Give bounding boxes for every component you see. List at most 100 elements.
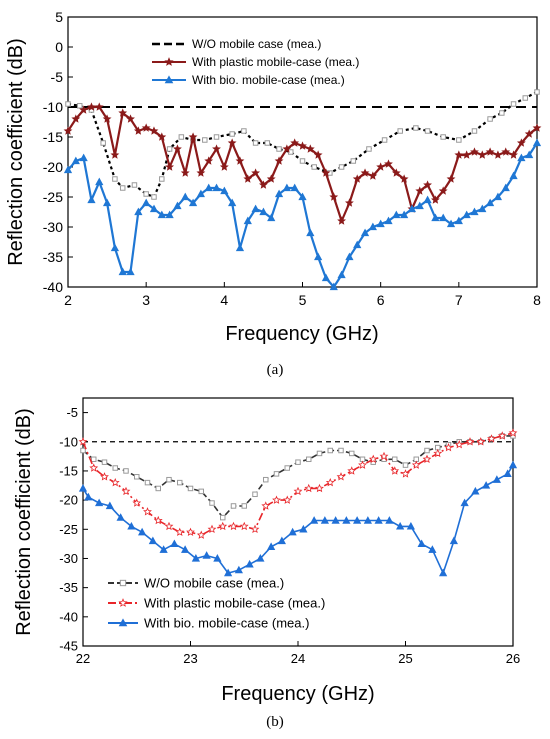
data-point-series-2	[501, 147, 511, 156]
data-point-series-2	[358, 460, 367, 469]
series-line-1	[67, 91, 538, 199]
legend-label-series-3: With bio. mobile-case (mea.)	[192, 73, 345, 87]
data-point-series-2	[102, 114, 112, 123]
data-point-series-3	[385, 516, 394, 524]
data-point-series-3	[181, 545, 190, 553]
data-point-series-1	[264, 140, 271, 146]
data-point-series-1	[397, 128, 403, 134]
data-point-series-1	[202, 137, 208, 143]
legend-marker-series-1	[119, 579, 127, 587]
data-point-series-1	[413, 125, 419, 131]
data-point-series-2	[315, 483, 324, 493]
legend-label-series-1: W/O mobile case (mea.)	[144, 576, 284, 591]
data-point-series-3	[173, 201, 182, 210]
data-point-series-3	[439, 213, 448, 222]
data-point-series-2	[325, 477, 335, 487]
data-point-series-3	[78, 484, 88, 492]
data-point-series-3	[196, 189, 205, 198]
data-point-series-3	[149, 204, 159, 213]
data-point-series-2	[446, 174, 456, 183]
data-point-series-2	[379, 451, 389, 461]
data-point-series-2	[329, 192, 339, 201]
data-point-series-2	[164, 521, 174, 531]
data-point-series-1	[229, 131, 235, 137]
data-point-series-3	[525, 150, 534, 159]
data-point-series-3	[314, 252, 323, 261]
data-point-series-1	[510, 101, 517, 107]
data-point-series-2	[258, 180, 268, 189]
legend-marker-series-2	[118, 598, 128, 607]
data-point-series-2	[251, 168, 261, 177]
y-tick-label: 5	[55, 9, 63, 25]
data-point-series-3	[368, 222, 377, 231]
data-point-series-2	[313, 150, 323, 159]
data-point-series-2	[509, 150, 518, 159]
data-point-series-3	[181, 192, 190, 201]
chart-panel-a: Reflection coefficient (dB) Frequency (G…	[5, 9, 542, 345]
data-point-series-3	[118, 267, 127, 276]
data-point-series-2	[422, 454, 432, 464]
data-point-series-3	[471, 486, 480, 495]
data-point-series-2	[401, 469, 410, 478]
data-point-series-2	[235, 156, 245, 165]
x-tick-label: 26	[506, 651, 520, 666]
data-point-series-2	[219, 162, 229, 171]
data-point-series-1	[159, 176, 165, 182]
data-point-series-3	[501, 183, 510, 192]
y-tick-label: -35	[59, 580, 78, 595]
data-point-series-2	[175, 527, 185, 536]
x-tick-label: 6	[377, 292, 385, 308]
data-point-series-1	[311, 164, 317, 170]
data-point-series-2	[336, 472, 346, 481]
data-point-series-2	[218, 521, 228, 531]
data-point-series-2	[89, 463, 99, 472]
y-axis-label: Reflection coefficient (dB)	[13, 408, 35, 636]
data-point-series-2	[423, 180, 432, 189]
y-tick-label: -30	[59, 551, 78, 566]
x-tick-label: 8	[533, 292, 541, 308]
data-point-series-2	[173, 144, 182, 153]
data-point-series-3	[234, 565, 243, 574]
data-point-series-2	[149, 126, 159, 135]
data-point-series-1	[295, 459, 301, 465]
y-tick-label: 0	[55, 39, 63, 55]
data-point-series-2	[508, 428, 518, 437]
data-point-series-3	[428, 545, 437, 553]
data-point-series-2	[298, 141, 307, 150]
data-point-series-1	[522, 95, 529, 101]
data-point-series-1	[91, 456, 97, 463]
data-point-series-3	[470, 207, 479, 216]
data-point-series-1	[178, 134, 185, 140]
data-point-series-3	[142, 198, 151, 207]
data-point-series-2	[239, 521, 249, 531]
data-point-series-2	[344, 198, 354, 207]
data-point-series-3	[110, 243, 120, 252]
data-point-series-2	[126, 114, 135, 123]
data-point-series-3	[71, 156, 80, 165]
data-point-series-2	[227, 138, 237, 147]
data-point-series-1	[209, 500, 215, 506]
data-point-series-2	[79, 105, 89, 114]
data-point-series-1	[327, 447, 333, 454]
y-tick-label: -15	[59, 463, 78, 478]
data-point-series-1	[220, 514, 226, 521]
data-point-series-3	[342, 516, 351, 524]
data-point-series-2	[391, 168, 401, 177]
data-point-series-2	[71, 114, 81, 123]
data-point-series-3	[188, 198, 198, 207]
data-point-series-3	[407, 204, 417, 213]
data-point-series-1	[424, 447, 430, 454]
data-point-series-1	[252, 140, 259, 146]
data-point-series-3	[235, 243, 245, 252]
data-point-series-3	[310, 516, 319, 524]
data-point-series-3	[259, 207, 268, 216]
data-point-series-2	[433, 448, 443, 458]
data-point-series-2	[133, 126, 143, 135]
y-tick-label: -35	[43, 249, 63, 265]
data-point-series-2	[305, 144, 315, 153]
y-tick-label: -5	[66, 405, 78, 420]
data-point-series-1	[166, 476, 172, 483]
chart-panel-b: Reflection coefficient (dB) Frequency (G…	[13, 397, 520, 705]
data-point-series-3	[157, 210, 166, 219]
data-point-series-3	[400, 210, 409, 219]
